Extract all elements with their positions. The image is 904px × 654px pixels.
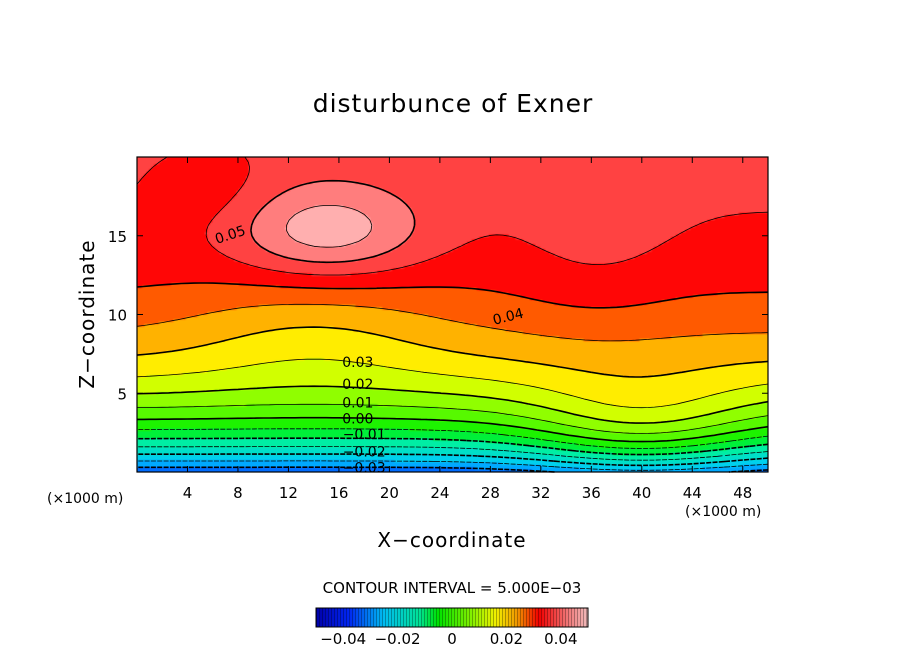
x-tick-label: 32 bbox=[531, 484, 550, 502]
x-tick-label: 12 bbox=[279, 484, 298, 502]
colorbar-tick-label: 0 bbox=[447, 630, 457, 648]
y-axis-label: Z−coordinate bbox=[75, 239, 99, 388]
contour-label: 0.03 bbox=[342, 355, 373, 371]
colorbar-frame bbox=[315, 607, 589, 628]
contour-line bbox=[250, 179, 416, 264]
y-tick-label: 5 bbox=[117, 385, 127, 403]
x-tick-label: 16 bbox=[329, 484, 348, 502]
contour-line bbox=[137, 460, 769, 471]
contour-label: −0.01 bbox=[343, 427, 386, 443]
x-tick-label: 40 bbox=[632, 484, 651, 502]
contour-line bbox=[136, 403, 769, 434]
y-tick-label: 10 bbox=[108, 307, 127, 325]
x-tick-label: 48 bbox=[733, 484, 752, 502]
contour-line bbox=[136, 326, 769, 378]
contour-line bbox=[286, 205, 373, 248]
y-tick-label: 15 bbox=[108, 228, 127, 246]
colorbar-tick-label: −0.04 bbox=[320, 630, 366, 648]
contour-line bbox=[136, 385, 769, 424]
x-axis-label: X−coordinate bbox=[377, 528, 526, 552]
chart-title: disturbunce of Exner bbox=[313, 89, 594, 118]
contour-label: 0.02 bbox=[342, 377, 373, 393]
contour-line bbox=[137, 416, 769, 443]
colorbar-ticks: −0.04 −0.02 0 0.02 0.04 bbox=[320, 630, 577, 648]
colorbar-gradient bbox=[316, 608, 588, 627]
colorbar-tick-label: 0.04 bbox=[544, 630, 577, 648]
colorbar-tick-label: 0.02 bbox=[490, 630, 523, 648]
x-tick-label: 8 bbox=[233, 484, 243, 502]
contour-lines bbox=[136, 156, 769, 473]
colorbar-tick-label: −0.02 bbox=[375, 630, 421, 648]
contour-label: 0.00 bbox=[342, 411, 373, 427]
contour-line bbox=[137, 446, 769, 461]
x-tick-label: 36 bbox=[582, 484, 601, 502]
plot-area: 0.050.040.030.020.010.00−0.01−0.02−0.03 bbox=[136, 156, 769, 476]
x-axis: 4 8 12 16 20 24 28 32 36 40 44 48 bbox=[183, 157, 752, 502]
x-unit-left: (×1000 m) bbox=[47, 491, 123, 507]
colorbar: −0.04 −0.02 0 0.02 0.04 bbox=[315, 607, 589, 648]
x-tick-label: 4 bbox=[183, 484, 193, 502]
contour-label: 0.01 bbox=[342, 396, 373, 412]
contour-label: 0.04 bbox=[491, 306, 525, 329]
contour-line bbox=[136, 358, 769, 409]
contour-line bbox=[136, 282, 769, 309]
x-tick-label: 20 bbox=[380, 484, 399, 502]
contour-label: −0.02 bbox=[343, 445, 386, 461]
contour-label: −0.03 bbox=[343, 460, 386, 476]
contour-interval-text: CONTOUR INTERVAL = 5.000E−03 bbox=[323, 579, 582, 597]
y-axis: 5 10 15 bbox=[108, 228, 768, 403]
contour-line bbox=[136, 303, 769, 342]
x-tick-label: 44 bbox=[683, 484, 702, 502]
contour-fill bbox=[137, 157, 768, 472]
x-unit-right: (×1000 m) bbox=[685, 504, 761, 520]
contour-line bbox=[137, 453, 769, 467]
contour-line bbox=[137, 428, 769, 449]
x-tick-label: 24 bbox=[430, 484, 449, 502]
contour-line bbox=[137, 437, 769, 456]
x-tick-label: 28 bbox=[481, 484, 500, 502]
